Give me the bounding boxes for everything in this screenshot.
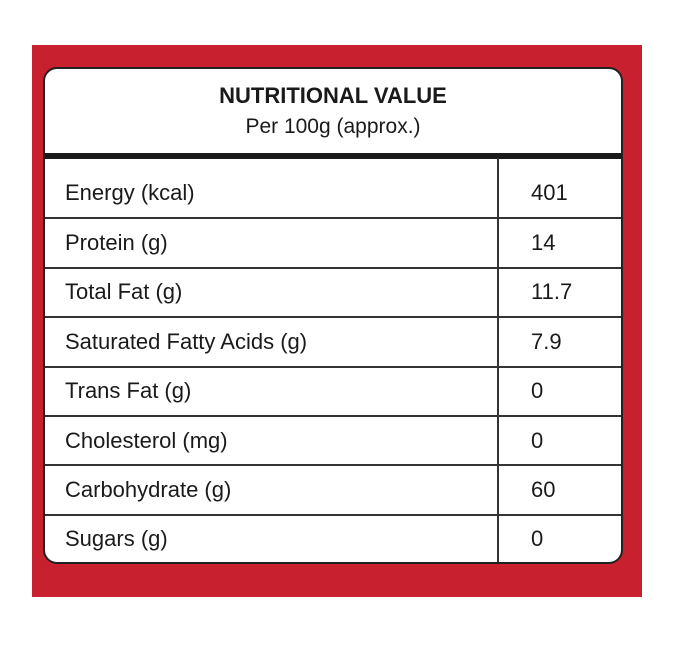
table-row: Cholesterol (mg) 0 xyxy=(45,414,621,464)
nutrient-value: 0 xyxy=(531,526,544,552)
nutrient-name: Cholesterol (mg) xyxy=(65,427,228,453)
nutrient-value: 401 xyxy=(531,179,568,205)
table-row: Trans Fat (g) 0 xyxy=(45,365,621,415)
nutrient-name: Total Fat (g) xyxy=(65,279,183,305)
nutrition-card: NUTRITIONAL VALUE Per 100g (approx.) Ene… xyxy=(43,67,623,564)
nutrient-name: Carbohydrate (g) xyxy=(65,477,232,503)
nutrient-value: 0 xyxy=(531,378,544,404)
nutrient-value: 14 xyxy=(531,230,556,256)
table-row: Energy (kcal) 401 xyxy=(45,168,621,217)
table-row: Saturated Fatty Acids (g) 7.9 xyxy=(45,316,621,365)
column-divider xyxy=(497,158,499,562)
title: NUTRITIONAL VALUE xyxy=(219,83,447,108)
nutrient-value: 0 xyxy=(531,427,544,453)
table: Energy (kcal) 401 Protein (g) 14 Total Fat (… xyxy=(45,168,621,562)
header-rule xyxy=(45,153,621,159)
nutrient-name: Saturated Fatty Acids (g) xyxy=(65,328,308,354)
nutrient-value: 60 xyxy=(531,477,556,503)
nutrient-name: Protein (g) xyxy=(65,230,168,256)
nutrient-name: Trans Fat (g) xyxy=(65,378,192,404)
table-row: Sugars (g) 0 xyxy=(45,513,621,562)
nutrient-value: 11.7 xyxy=(531,279,573,305)
nutrient-name: Energy (kcal) xyxy=(65,179,195,205)
table-row: Total Fat (g) 11.7 xyxy=(45,266,621,316)
nutrient-name: Sugars (g) xyxy=(65,526,168,552)
nutrient-value: 7.9 xyxy=(531,328,562,354)
subtitle: Per 100g (approx.) xyxy=(245,115,421,138)
table-row: Protein (g) 14 xyxy=(45,217,621,266)
table-row: Carbohydrate (g) 60 xyxy=(45,464,621,513)
